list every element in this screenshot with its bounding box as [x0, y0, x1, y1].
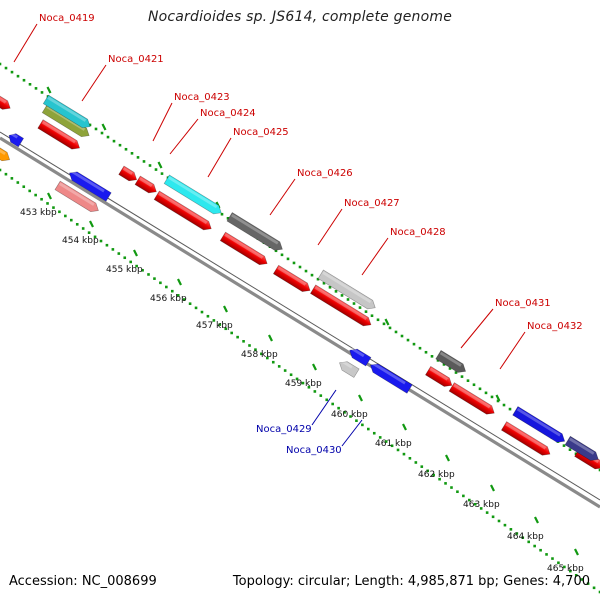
forward-gene-arrow[interactable] — [0, 91, 13, 112]
label-leader-line — [361, 237, 389, 276]
lightgrey-gene-arrow[interactable] — [337, 359, 360, 378]
inner-dotted-line — [0, 168, 600, 594]
cyan-gene-arrow[interactable] — [42, 94, 93, 131]
forward-gene-arrow[interactable] — [118, 165, 140, 184]
gene-features[interactable] — [0, 91, 600, 472]
scale-tick-mark — [358, 394, 363, 402]
scale-tick-mark — [312, 363, 317, 371]
grey-gene-arrow[interactable] — [226, 212, 285, 253]
forward-gene-arrow[interactable] — [153, 190, 214, 233]
gene-label[interactable]: Noca_0431 — [495, 298, 551, 309]
scale-tick-mark — [445, 454, 450, 462]
scale-tick-mark — [574, 548, 579, 556]
scale-tick-mark — [534, 516, 539, 524]
accession-text: Accession: NC_008699 — [9, 574, 157, 589]
scale-ticks: 453 kbp 454 kbp 455 kbp 456 kbp 457 kbp 458 k… — [20, 192, 584, 574]
scale-tick-label: 453 kbp — [20, 208, 57, 218]
backbone-line-a — [0, 136, 600, 509]
outer-tick-dash — [157, 161, 163, 169]
label-leader-line — [311, 389, 337, 426]
reverse-gene-arrow[interactable] — [67, 169, 112, 202]
scale-tick-mark — [89, 220, 94, 228]
scale-tick-label: 465 kbp — [547, 564, 584, 574]
scale-tick-label: 461 kbp — [375, 439, 412, 449]
label-leader-line — [269, 178, 296, 216]
gene-label[interactable]: Noca_0423 — [174, 92, 230, 103]
gene-label[interactable]: Noca_0424 — [200, 108, 256, 119]
label-leaders — [13, 23, 526, 447]
gene-label[interactable]: Noca_0426 — [297, 168, 353, 179]
label-leader-line — [207, 137, 232, 178]
scale-tick-label: 454 kbp — [62, 236, 99, 246]
label-leader-line — [81, 64, 107, 102]
scale-tick-label: 464 kbp — [507, 532, 544, 542]
gene-label[interactable]: Noca_0430 — [286, 445, 342, 456]
gene-label[interactable]: Noca_0421 — [108, 54, 164, 65]
gene-labels[interactable]: Noca_0419 Noca_0421 Noca_0423 Noca_0424 Noca… — [39, 13, 583, 456]
scale-tick-label: 456 kbp — [150, 294, 187, 304]
scale-tick-label: 455 kbp — [106, 265, 143, 275]
gene-label[interactable]: Noca_0419 — [39, 13, 95, 24]
orange-gene-arrow[interactable] — [0, 145, 12, 164]
scale-tick-label: 457 kbp — [196, 321, 233, 331]
forward-gene-arrow[interactable] — [500, 421, 552, 459]
scale-tick-mark — [402, 423, 407, 431]
scale-tick-mark — [47, 192, 52, 200]
scale-tick-mark — [133, 249, 138, 257]
forward-gene-arrow[interactable] — [310, 284, 373, 329]
scale-tick-label: 463 kbp — [463, 500, 500, 510]
grey-gene-arrow[interactable] — [435, 349, 468, 375]
gene-label[interactable]: Noca_0427 — [344, 198, 400, 209]
scale-tick-mark — [177, 278, 182, 286]
gene-label[interactable]: Noca_0428 — [390, 227, 446, 238]
outer-tick-dash — [101, 123, 107, 131]
forward-gene-arrow[interactable] — [37, 119, 82, 153]
outer-tick-dash — [384, 318, 390, 326]
genome-summary: Topology: circular; Length: 4,985,871 bp… — [232, 574, 590, 589]
scale-tick-label: 459 kbp — [285, 379, 322, 389]
forward-gene-arrow[interactable] — [134, 175, 159, 196]
blue-gene-arrow[interactable] — [512, 406, 568, 446]
pink-gene-arrow[interactable] — [54, 180, 101, 215]
gene-label[interactable]: Noca_0425 — [233, 127, 289, 138]
scale-tick-mark — [490, 484, 495, 492]
reverse-gene-arrow[interactable] — [6, 131, 24, 148]
scale-tick-label: 458 kbp — [241, 350, 278, 360]
label-leader-line — [317, 208, 343, 246]
gene-label[interactable]: Noca_0429 — [256, 424, 312, 435]
dotted-guide-lines — [0, 62, 600, 594]
label-leader-line — [13, 23, 38, 63]
gene-label[interactable]: Noca_0432 — [527, 321, 583, 332]
reverse-gene-arrow[interactable] — [347, 346, 372, 367]
map-title: Nocardioides sp. JS614, complete genome — [147, 9, 453, 25]
scale-tick-label: 462 kbp — [418, 470, 455, 480]
label-leader-line — [169, 118, 199, 155]
navy-gene-arrow[interactable] — [564, 435, 600, 463]
label-leader-line — [152, 102, 173, 142]
outer-dotted-line — [0, 62, 600, 472]
outer-tick-dash — [495, 394, 501, 402]
scale-tick-mark — [268, 334, 273, 342]
lightgrey-gene-arrow[interactable] — [317, 269, 378, 312]
forward-gene-arrow[interactable] — [425, 365, 454, 389]
scale-tick-mark — [223, 305, 228, 313]
reverse-gene-arrow[interactable] — [368, 361, 413, 394]
label-leader-line — [341, 419, 363, 447]
label-leader-line — [499, 331, 526, 370]
outer-tick-dash — [46, 86, 52, 94]
forward-gene-arrow[interactable] — [219, 231, 270, 268]
scale-tick-label: 460 kbp — [331, 410, 368, 420]
forward-gene-arrow[interactable] — [448, 382, 497, 418]
forward-gene-arrow[interactable] — [272, 264, 312, 294]
cyan-gene-arrow[interactable] — [163, 174, 224, 217]
label-leader-line — [460, 308, 494, 349]
